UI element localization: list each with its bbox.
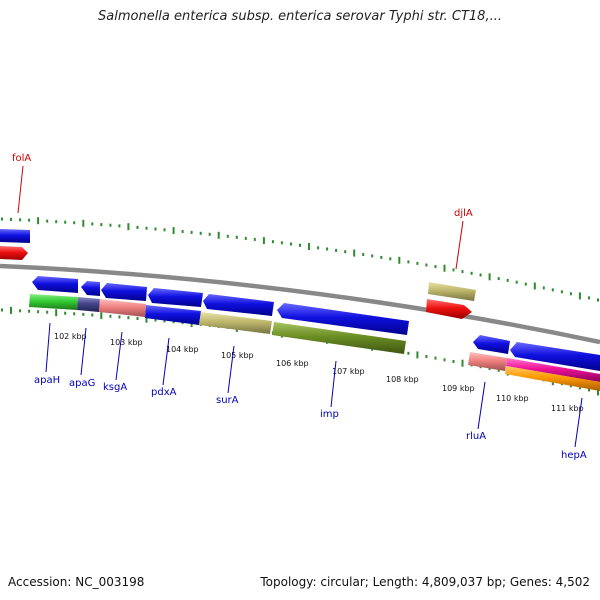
kbp-label-103: 103 kbp — [110, 338, 143, 347]
gene-khaki-surA[interactable] — [199, 312, 272, 334]
gene-label-surA: surA — [216, 395, 239, 406]
map-title: Salmonella enterica subsp. enterica sero… — [98, 9, 502, 24]
kbp-label-102: 102 kbp — [54, 332, 87, 341]
gene-orange-hepA[interactable] — [505, 366, 600, 391]
leader-pdxA — [162, 337, 170, 386]
gene-label-hepA: hepA — [561, 450, 587, 461]
kbp-label-110: 110 kbp — [496, 394, 529, 403]
leader-surA — [227, 345, 235, 394]
gene-blue-rluA-row[interactable] — [473, 335, 510, 354]
gene-label-djlA: djlA — [454, 208, 473, 219]
gene-green[interactable] — [29, 294, 78, 310]
leader-djlA — [455, 220, 464, 270]
gene-magenta[interactable] — [506, 358, 600, 382]
leader-apaH — [45, 322, 51, 373]
gene-khaki-upper-djlA[interactable] — [428, 282, 476, 301]
kbp-label-109: 109 kbp — [442, 384, 475, 393]
genome-stats-text: Topology: circular; Length: 4,809,037 bp… — [260, 575, 590, 589]
gene-red-djlA[interactable] — [426, 299, 472, 319]
leader-ksgA — [115, 331, 123, 381]
gene-label-imp: imp — [320, 409, 339, 420]
gene-labels: folA djlA apaH apaG ksgA pdxA surA imp r… — [12, 153, 587, 461]
kbp-label-111: 111 kbp — [551, 404, 584, 413]
kbp-label-107: 107 kbp — [332, 367, 365, 376]
leader-imp — [330, 360, 337, 408]
leader-folA — [17, 165, 24, 214]
gene-blue-upper-left[interactable] — [0, 229, 30, 243]
gene-olive-imp[interactable] — [272, 322, 406, 354]
gene-label-ksgA: ksgA — [103, 382, 127, 393]
gene-blue-hepA-row[interactable] — [510, 342, 600, 371]
accession-text: Accession: NC_003198 — [8, 575, 145, 589]
gene-blue-ksgA-row[interactable] — [101, 283, 147, 301]
leader-hepA — [574, 397, 583, 448]
kbp-label-105: 105 kbp — [221, 351, 254, 360]
kbp-label-104: 104 kbp — [166, 345, 199, 354]
gene-blue-apaG-row[interactable] — [81, 281, 100, 296]
genome-backbone — [0, 263, 600, 345]
kbp-label-108: 108 kbp — [386, 375, 419, 384]
gene-blue-pdxA[interactable] — [145, 305, 201, 325]
gene-blue-surA-row[interactable] — [203, 294, 274, 316]
gene-label-folA: folA — [12, 153, 31, 164]
gene-pink-rluA[interactable] — [468, 352, 507, 371]
gene-red-upper-left[interactable] — [0, 246, 28, 260]
leader-rluA — [477, 381, 486, 430]
gene-blue-apaH-row[interactable] — [32, 276, 78, 293]
gene-label-pdxA: pdxA — [151, 387, 177, 398]
kbp-label-106: 106 kbp — [276, 359, 309, 368]
kbp-labels: 102 kbp 103 kbp 104 kbp 105 kbp 106 kbp … — [54, 332, 584, 413]
gene-blue-imp-row[interactable] — [277, 303, 409, 335]
gene-navy[interactable] — [77, 297, 100, 312]
label-leader-lines — [17, 165, 583, 448]
leader-apaG — [80, 327, 87, 376]
gene-pink-ksgA[interactable] — [99, 299, 146, 317]
gene-label-apaH: apaH — [34, 375, 60, 386]
gene-label-apaG: apaG — [69, 378, 95, 389]
gene-blue-pdxA-row[interactable] — [148, 288, 203, 307]
gene-label-rluA: rluA — [466, 431, 486, 442]
